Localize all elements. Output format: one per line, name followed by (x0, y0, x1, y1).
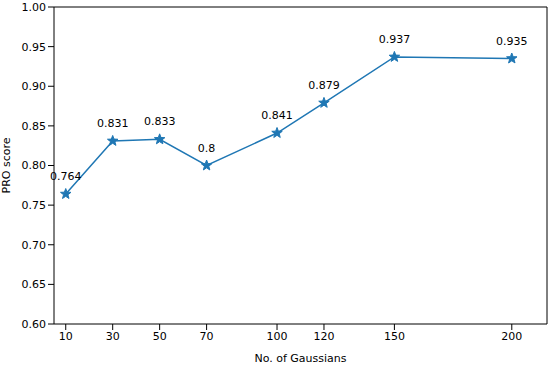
svg-text:1.00: 1.00 (22, 1, 47, 14)
svg-text:200: 200 (501, 330, 522, 343)
svg-text:0.85: 0.85 (22, 120, 47, 133)
svg-text:0.841: 0.841 (261, 109, 293, 122)
svg-text:0.80: 0.80 (22, 159, 47, 172)
svg-text:0.935: 0.935 (496, 35, 528, 48)
svg-text:120: 120 (313, 330, 334, 343)
svg-text:0.831: 0.831 (97, 117, 129, 130)
svg-text:0.60: 0.60 (22, 318, 47, 331)
svg-text:0.764: 0.764 (50, 170, 82, 183)
svg-text:50: 50 (153, 330, 167, 343)
svg-text:10: 10 (59, 330, 73, 343)
svg-text:70: 70 (200, 330, 214, 343)
svg-text:0.879: 0.879 (308, 79, 340, 92)
svg-text:0.70: 0.70 (22, 239, 47, 252)
svg-text:PRO score: PRO score (8, 137, 13, 193)
svg-text:0.65: 0.65 (22, 278, 47, 291)
svg-text:0.8: 0.8 (198, 142, 216, 155)
svg-text:0.833: 0.833 (144, 115, 176, 128)
svg-text:0.90: 0.90 (22, 80, 47, 93)
svg-text:150: 150 (384, 330, 405, 343)
svg-text:No. of Gaussians: No. of Gaussians (254, 352, 346, 365)
svg-text:0.937: 0.937 (379, 33, 411, 46)
svg-text:0.95: 0.95 (22, 41, 47, 54)
svg-text:100: 100 (267, 330, 288, 343)
svg-text:30: 30 (106, 330, 120, 343)
svg-text:0.75: 0.75 (22, 199, 47, 212)
